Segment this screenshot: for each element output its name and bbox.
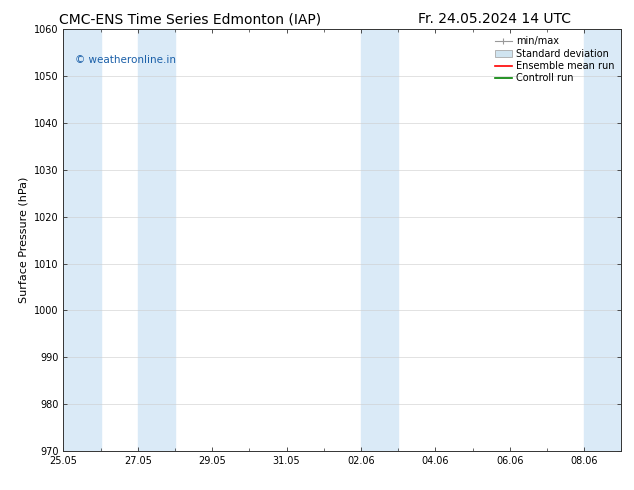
Legend: min/max, Standard deviation, Ensemble mean run, Controll run: min/max, Standard deviation, Ensemble me… — [493, 34, 616, 85]
Bar — [138, 29, 175, 451]
Bar — [63, 29, 101, 451]
Bar — [584, 29, 621, 451]
Text: © weatheronline.in: © weatheronline.in — [75, 55, 176, 65]
Y-axis label: Surface Pressure (hPa): Surface Pressure (hPa) — [18, 177, 29, 303]
Text: CMC-ENS Time Series Edmonton (IAP): CMC-ENS Time Series Edmonton (IAP) — [59, 12, 321, 26]
Bar — [361, 29, 398, 451]
Text: Fr. 24.05.2024 14 UTC: Fr. 24.05.2024 14 UTC — [418, 12, 571, 26]
